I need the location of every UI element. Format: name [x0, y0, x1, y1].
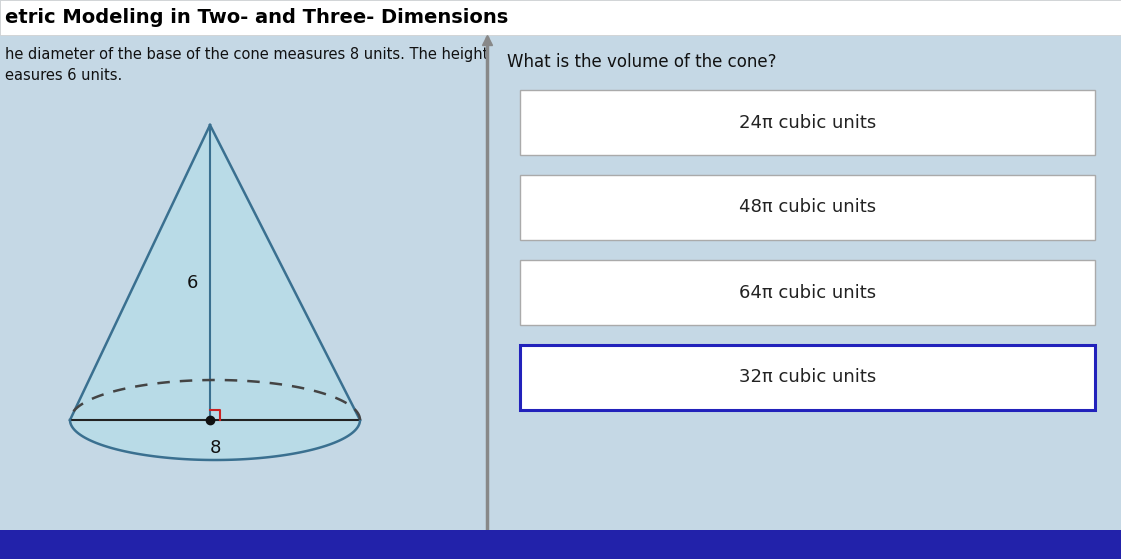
Text: etric Modeling in Two- and Three- Dimensions: etric Modeling in Two- and Three- Dimens…	[4, 8, 508, 27]
FancyBboxPatch shape	[0, 0, 1121, 35]
FancyBboxPatch shape	[0, 530, 1121, 559]
Text: 64π cubic units: 64π cubic units	[739, 283, 877, 301]
Ellipse shape	[70, 380, 360, 460]
Text: 8: 8	[210, 439, 221, 457]
Text: 32π cubic units: 32π cubic units	[739, 368, 877, 386]
FancyBboxPatch shape	[520, 175, 1095, 240]
FancyBboxPatch shape	[520, 260, 1095, 325]
Polygon shape	[70, 125, 360, 420]
Text: 24π cubic units: 24π cubic units	[739, 113, 877, 131]
Text: easures 6 units.: easures 6 units.	[4, 68, 122, 83]
FancyBboxPatch shape	[520, 345, 1095, 410]
Text: he diameter of the base of the cone measures 8 units. The height: he diameter of the base of the cone meas…	[4, 48, 489, 63]
Text: 6: 6	[186, 273, 197, 291]
FancyBboxPatch shape	[520, 90, 1095, 155]
Text: What is the volume of the cone?: What is the volume of the cone?	[507, 53, 777, 71]
Text: 48π cubic units: 48π cubic units	[739, 198, 877, 216]
